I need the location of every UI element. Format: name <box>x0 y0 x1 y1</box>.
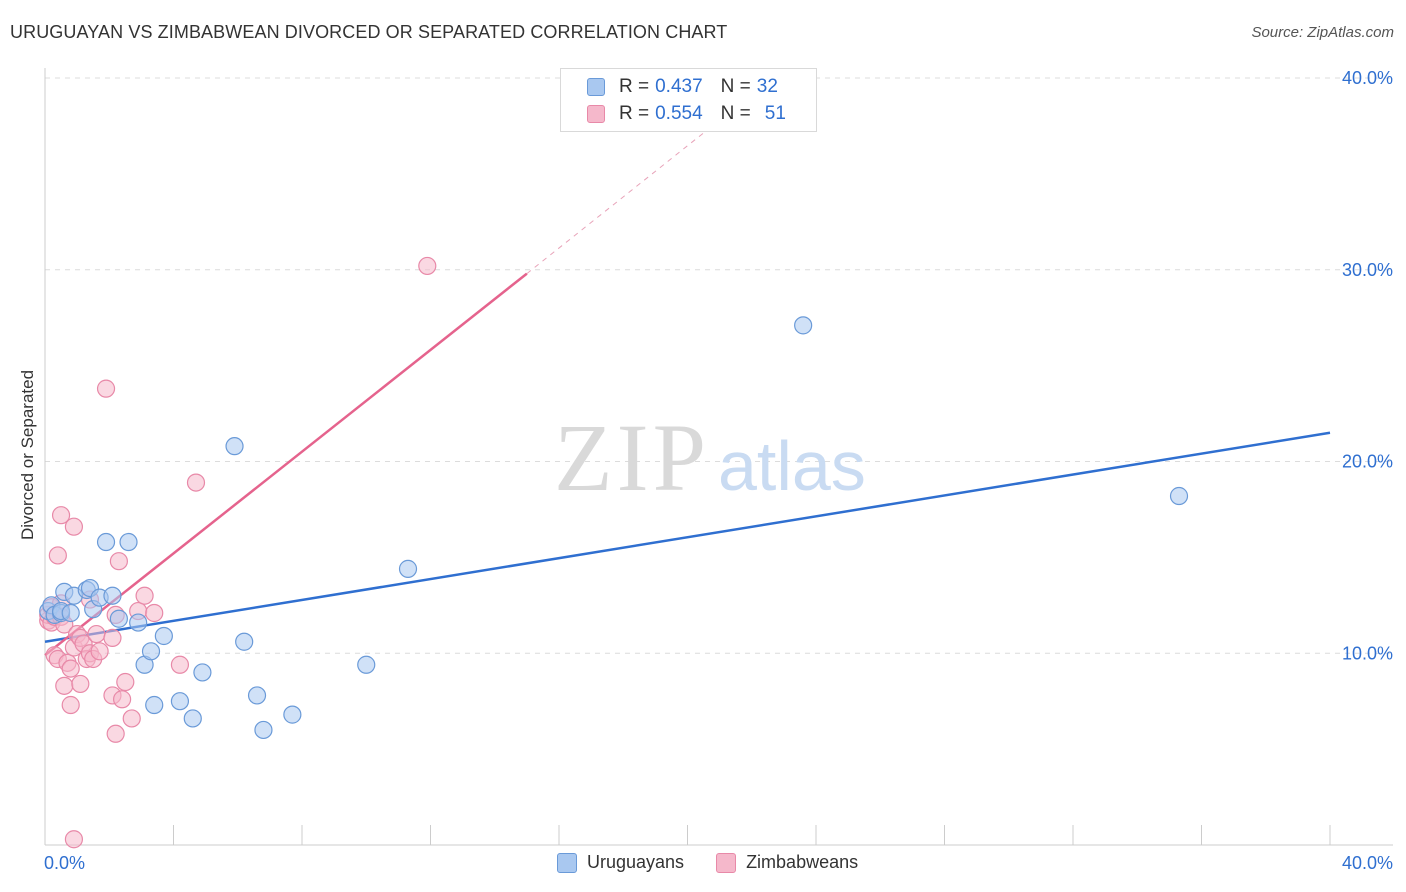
uruguayans-legend-swatch <box>557 852 577 873</box>
zimbabwean-point <box>145 603 164 623</box>
zimbabwean-point <box>61 659 80 678</box>
uruguayan-point <box>794 316 813 335</box>
zimbabwean-point <box>418 256 437 276</box>
zimbabwean-trend-extension <box>526 119 720 274</box>
uruguayan-point <box>247 686 267 705</box>
zimbabwean-point <box>122 709 141 728</box>
gridlines <box>45 77 1393 654</box>
legend-row-zimbabweans: R = 0.554 N = 51 <box>587 103 786 125</box>
uruguayan-point <box>61 603 80 623</box>
uruguayan-point <box>357 655 376 674</box>
uruguayan-point <box>283 705 302 724</box>
uruguayan-point <box>254 720 273 740</box>
legend-item-zimbabweans[interactable]: Zimbabweans <box>716 852 858 873</box>
zimbabwean-point <box>135 586 154 605</box>
watermark-atlas: atlas <box>718 427 866 505</box>
zimbabwean-point <box>90 642 109 661</box>
zimbabweans-legend-swatch <box>716 852 737 873</box>
uruguayan-point <box>170 692 190 711</box>
zimbabwean-point <box>55 676 74 695</box>
y-tick-label: 10.0% <box>1342 643 1393 663</box>
data-points <box>39 256 1189 849</box>
zimbabwean-point <box>170 655 190 674</box>
legend-n-value: 32 <box>756 76 778 97</box>
x-tick-label: 40.0% <box>1342 853 1393 873</box>
y-tick-label: 30.0% <box>1342 260 1393 280</box>
uruguayan-point <box>1169 486 1189 506</box>
uruguayans-swatch <box>587 78 605 96</box>
uruguayan-point <box>183 709 202 728</box>
x-tick-label: 0.0% <box>44 853 85 873</box>
legend-r-label: R = <box>619 103 650 124</box>
zimbabwean-point <box>61 695 80 715</box>
uruguayan-point <box>103 586 122 605</box>
chart-title: URUGUAYAN VS ZIMBABWEAN DIVORCED OR SEPA… <box>10 22 728 42</box>
legend-r-label: R = <box>619 76 650 97</box>
series-legend: Uruguayans Zimbabweans <box>557 852 890 873</box>
zimbabwean-point <box>87 624 106 644</box>
uruguayan-point <box>141 642 161 661</box>
legend-n-label: N = <box>720 103 751 124</box>
legend-label-uruguayans: Uruguayans <box>587 852 685 872</box>
trend-lines <box>44 119 1331 657</box>
zimbabwean-point <box>103 628 122 648</box>
uruguayan-trend-line <box>44 431 1331 643</box>
legend-label-zimbabweans: Zimbabweans <box>746 852 859 872</box>
zimbabwean-point <box>106 724 125 743</box>
zimbabwean-point <box>64 830 84 849</box>
tick-labels: 10.0% 20.0% 30.0% 40.0% 0.0% 40.0% <box>44 68 1393 873</box>
uruguayan-point <box>235 632 254 651</box>
legend-n-label: N = <box>720 76 751 97</box>
uruguayan-point <box>129 613 148 632</box>
zimbabwean-point <box>48 546 67 565</box>
zimbabwean-point <box>112 690 132 709</box>
zimbabwean-point <box>116 672 135 692</box>
axes <box>44 68 1393 846</box>
y-tick-label: 40.0% <box>1342 68 1393 88</box>
watermark-zip: ZIP <box>554 404 710 511</box>
legend-r-value: 0.437 <box>655 76 703 97</box>
stats-legend: R = 0.437 N = 32 R = 0.554 N = 51 <box>560 68 817 132</box>
legend-item-uruguayans[interactable]: Uruguayans <box>557 852 684 873</box>
uruguayan-point <box>109 609 128 628</box>
watermark: ZIP atlas <box>554 404 866 511</box>
zimbabwean-point <box>64 517 84 536</box>
y-tick-label: 20.0% <box>1342 452 1393 472</box>
uruguayan-point <box>119 532 138 552</box>
uruguayan-point <box>398 559 418 578</box>
uruguayan-point <box>145 695 164 715</box>
uruguayan-point <box>154 626 173 646</box>
zimbabwean-point <box>96 379 116 398</box>
legend-row-uruguayans: R = 0.437 N = 32 <box>587 76 778 98</box>
zimbabwean-point <box>51 506 71 525</box>
zimbabwean-point <box>186 473 206 492</box>
legend-n-value: 51 <box>764 103 786 124</box>
uruguayan-point <box>225 437 244 456</box>
legend-r-value: 0.554 <box>655 103 703 124</box>
uruguayan-point <box>96 532 116 552</box>
zimbabwean-point <box>71 674 90 694</box>
zimbabwean-trend-line <box>44 272 528 657</box>
source-label: Source: ZipAtlas.com <box>1251 24 1394 41</box>
zimbabwean-point <box>109 552 128 571</box>
zimbabweans-swatch <box>587 105 605 123</box>
uruguayan-point <box>193 663 212 682</box>
